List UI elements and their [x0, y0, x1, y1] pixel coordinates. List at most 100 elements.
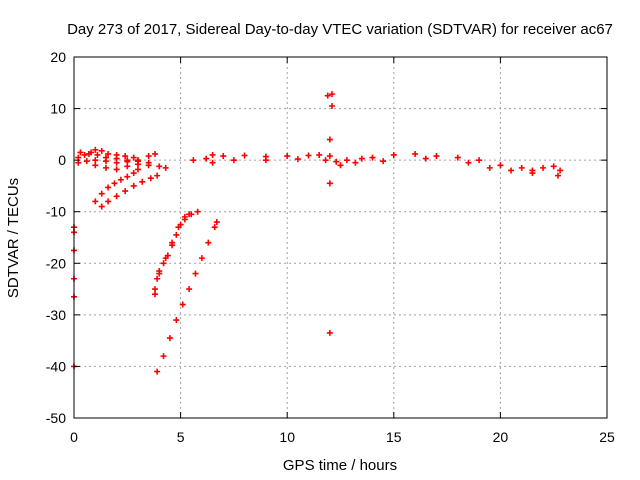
data-point	[156, 163, 163, 170]
data-point	[333, 158, 340, 165]
data-point	[203, 155, 210, 162]
data-point	[169, 239, 176, 246]
data-point	[98, 203, 105, 210]
chart-title: Day 273 of 2017, Sidereal Day-to-day VTE…	[67, 21, 613, 38]
y-tick-label: 20	[50, 49, 66, 65]
data-point	[130, 154, 137, 161]
data-point	[322, 157, 329, 164]
data-point	[83, 158, 90, 165]
data-point	[337, 162, 344, 169]
data-point	[81, 151, 88, 158]
data-point	[198, 255, 205, 262]
data-point	[75, 154, 82, 161]
data-point	[352, 159, 359, 166]
data-point	[454, 154, 461, 161]
data-point	[181, 213, 188, 220]
data-point	[113, 155, 120, 162]
data-point	[145, 153, 152, 160]
data-point	[173, 231, 180, 238]
y-axis-label: SDTVAR / TECUs	[5, 178, 22, 298]
data-point	[550, 163, 557, 170]
data-point	[316, 151, 323, 158]
data-point	[209, 151, 216, 158]
data-point	[326, 180, 333, 187]
data-point	[152, 291, 159, 298]
data-point	[139, 178, 146, 185]
plot-layer	[71, 91, 564, 375]
data-point	[294, 156, 301, 163]
data-point	[241, 152, 248, 159]
data-point	[211, 224, 218, 231]
data-point	[98, 147, 105, 154]
data-point	[497, 162, 504, 169]
data-point	[130, 170, 137, 177]
data-point	[209, 159, 216, 166]
data-point	[358, 155, 365, 162]
data-point	[160, 353, 167, 360]
x-tick-label: 15	[386, 429, 402, 445]
data-point	[145, 162, 152, 169]
data-point	[328, 91, 335, 98]
data-point	[369, 154, 376, 161]
data-point	[213, 219, 220, 226]
tick-layer: 0 5 10 15 20 25 -50 -40 -30 -20 -10 0 10 20	[46, 49, 615, 445]
data-point	[85, 150, 92, 157]
data-point	[390, 151, 397, 158]
y-tick-label: -40	[46, 358, 66, 374]
data-point	[166, 335, 173, 342]
data-point	[111, 180, 118, 187]
x-tick-label: 10	[279, 429, 295, 445]
y-tick-label: 10	[50, 101, 66, 117]
data-point	[75, 159, 82, 166]
data-point	[162, 255, 169, 262]
y-tick-label: 0	[58, 152, 66, 168]
data-point	[92, 157, 99, 164]
data-point	[77, 149, 84, 156]
data-point	[152, 286, 159, 293]
y-tick-label: -30	[46, 307, 66, 323]
data-point	[162, 164, 169, 171]
data-point	[173, 317, 180, 324]
data-point	[486, 164, 493, 171]
data-point	[194, 208, 201, 215]
x-axis-label: GPS time / hours	[283, 457, 397, 474]
data-point	[192, 270, 199, 277]
data-point	[94, 151, 101, 158]
data-point	[154, 275, 161, 282]
data-point	[433, 153, 440, 160]
data-point	[186, 286, 193, 293]
data-point	[179, 301, 186, 308]
data-point	[102, 154, 109, 161]
data-point	[518, 164, 525, 171]
data-point	[326, 329, 333, 336]
data-point	[105, 198, 112, 205]
data-point	[380, 158, 387, 165]
data-point	[557, 167, 564, 174]
data-point	[92, 162, 99, 169]
data-point	[476, 157, 483, 164]
data-point	[284, 153, 291, 160]
data-point	[122, 153, 129, 160]
data-point	[124, 163, 131, 170]
data-point	[154, 172, 161, 179]
plot-frame	[73, 56, 608, 419]
data-point	[92, 198, 99, 205]
data-point	[529, 170, 536, 177]
y-tick-label: -20	[46, 255, 66, 271]
x-tick-label: 0	[70, 429, 78, 445]
data-point	[113, 193, 120, 200]
data-point	[220, 153, 227, 160]
data-point	[326, 136, 333, 143]
data-point	[113, 166, 120, 173]
data-point	[465, 159, 472, 166]
data-point	[105, 184, 112, 191]
data-point	[326, 153, 333, 160]
data-point	[205, 239, 212, 246]
data-point	[105, 150, 112, 157]
y-tick-label: -10	[46, 204, 66, 220]
data-point	[117, 176, 124, 183]
data-point	[175, 224, 182, 231]
data-point	[134, 166, 141, 173]
x-tick-label: 20	[493, 429, 509, 445]
